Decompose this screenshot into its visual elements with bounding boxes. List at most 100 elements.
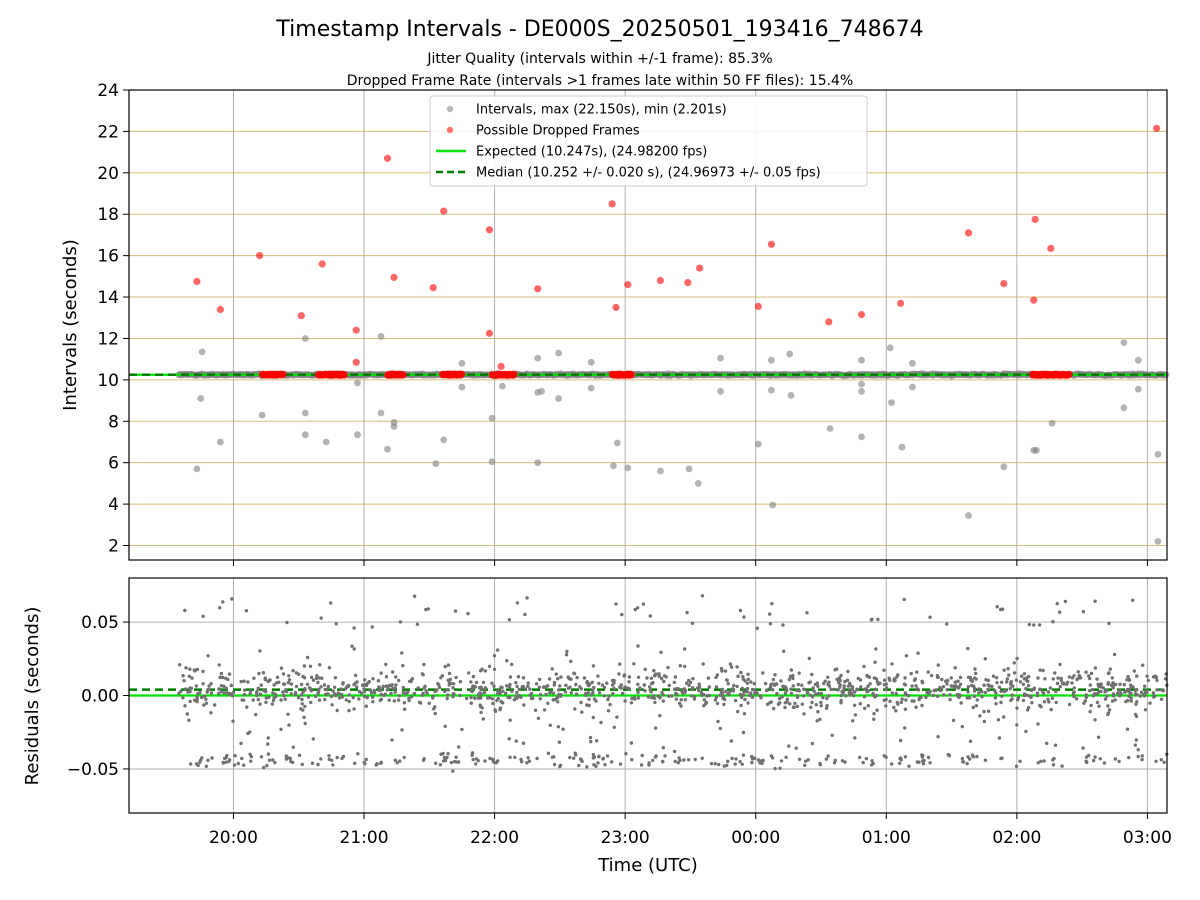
residual-point — [707, 685, 711, 689]
residual-point — [1127, 687, 1132, 691]
residual-point — [1014, 678, 1019, 682]
residual-point — [1090, 688, 1095, 692]
residual-point — [1101, 686, 1105, 690]
residual-point — [514, 681, 518, 685]
residual-point — [738, 692, 743, 697]
residual-point — [334, 622, 338, 626]
residual-point — [825, 704, 829, 708]
residual-point — [656, 694, 660, 698]
residual-point — [481, 717, 485, 721]
residual-point — [1054, 689, 1058, 694]
residual-point — [350, 644, 354, 648]
residual-point — [182, 679, 186, 683]
residual-point — [824, 757, 829, 761]
residual-point — [961, 760, 965, 764]
residual-point — [364, 704, 368, 708]
residual-point — [1129, 696, 1133, 700]
residual-point — [782, 649, 786, 653]
residual-point — [894, 691, 898, 696]
residual-point — [1002, 715, 1006, 719]
residual-point — [578, 757, 583, 761]
dropped-frame-point — [256, 252, 264, 260]
residual-point — [435, 688, 439, 692]
residual-point — [811, 686, 815, 690]
residual-point — [381, 684, 385, 688]
residual-point — [196, 763, 200, 768]
residual-point — [546, 751, 551, 755]
residual-point — [842, 686, 846, 691]
residual-point — [293, 690, 298, 695]
residual-point — [653, 700, 657, 705]
chart-subtitle-dropped: Dropped Frame Rate (intervals >1 frames … — [347, 73, 854, 89]
interval-outlier-point — [458, 383, 466, 391]
residual-point — [387, 698, 391, 702]
residual-point — [195, 699, 199, 704]
residual-point — [1088, 709, 1092, 714]
residual-point — [779, 679, 783, 683]
residual-point — [201, 682, 205, 686]
residual-point — [788, 702, 792, 706]
residual-point — [267, 758, 272, 762]
residual-point — [750, 695, 755, 699]
residual-point — [384, 675, 389, 679]
dropped-frame-point — [612, 303, 620, 311]
residual-point — [618, 685, 622, 689]
residual-point — [368, 688, 373, 692]
residual-point — [993, 696, 998, 700]
interval-outlier-point — [909, 359, 916, 367]
residual-point — [244, 609, 249, 613]
residual-point — [479, 696, 483, 700]
residual-point — [496, 697, 500, 701]
residual-point — [789, 687, 793, 691]
residual-point — [222, 691, 226, 695]
residual-point — [686, 758, 691, 762]
residual-point — [438, 763, 443, 767]
residual-point — [1116, 691, 1120, 695]
residual-point — [488, 756, 492, 761]
residual-point — [496, 691, 500, 696]
residual-point — [1140, 757, 1144, 762]
residual-point — [179, 689, 183, 693]
residual-point — [1051, 620, 1055, 624]
residual-point — [274, 694, 278, 698]
residual-point — [917, 760, 921, 764]
residual-point — [510, 662, 514, 667]
residual-point — [892, 705, 896, 710]
residual-point — [657, 672, 661, 676]
residual-point — [678, 701, 682, 706]
residual-point — [672, 680, 676, 685]
residual-point — [550, 755, 555, 759]
residual-point — [920, 681, 925, 685]
residual-point — [640, 753, 644, 758]
residual-point — [464, 696, 469, 701]
residual-point — [1053, 743, 1058, 747]
residual-point — [473, 696, 477, 700]
residual-point — [995, 681, 999, 685]
residual-point — [853, 736, 857, 740]
residual-point — [783, 705, 787, 710]
residual-point — [579, 687, 583, 691]
residual-point — [1038, 703, 1042, 708]
residual-point — [770, 756, 775, 760]
residual-point — [839, 673, 843, 678]
residual-point — [835, 667, 839, 671]
residual-point — [991, 674, 996, 678]
residual-point — [589, 739, 593, 744]
residual-point — [1011, 684, 1015, 688]
residual-point — [242, 692, 247, 697]
residual-point — [454, 675, 458, 680]
residual-point — [443, 724, 447, 728]
residual-point — [936, 735, 940, 739]
residual-point — [878, 681, 882, 685]
residual-point — [493, 709, 498, 713]
residual-point — [327, 666, 332, 670]
residual-point — [778, 766, 782, 770]
residual-point — [888, 678, 892, 682]
residual-point — [781, 684, 785, 688]
residual-point — [958, 675, 963, 680]
residual-point — [458, 693, 462, 698]
residual-point — [331, 763, 335, 767]
residual-point — [319, 685, 323, 689]
residual-point — [1005, 677, 1010, 681]
residual-point — [741, 675, 745, 679]
